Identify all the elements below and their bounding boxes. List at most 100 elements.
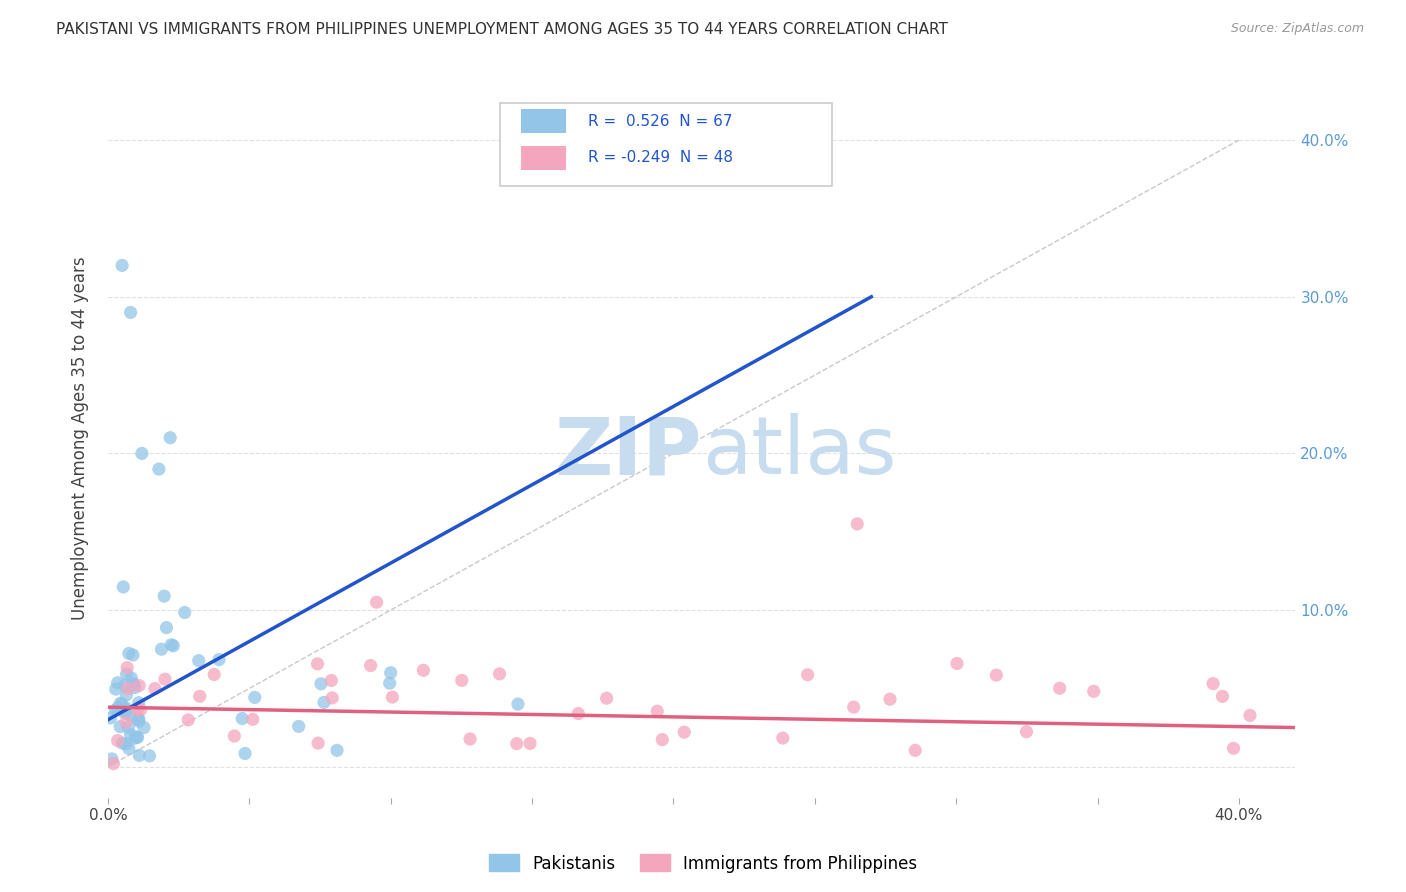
FancyBboxPatch shape	[522, 146, 567, 169]
Point	[107, 675, 129, 690]
Point	[138, 748, 160, 763]
Point	[567, 706, 589, 721]
Point	[100, 711, 122, 725]
Point	[107, 733, 129, 747]
Text: atlas: atlas	[702, 413, 896, 491]
Point	[108, 720, 131, 734]
Point	[107, 701, 129, 715]
Point	[128, 748, 150, 763]
Point	[118, 647, 141, 661]
Point	[115, 701, 138, 715]
Point	[111, 697, 134, 711]
Point	[326, 743, 349, 757]
Point	[118, 741, 141, 756]
Point	[115, 660, 138, 674]
Point	[143, 681, 166, 696]
Point	[114, 678, 136, 692]
Point	[188, 690, 211, 704]
Point	[112, 705, 135, 719]
Point	[122, 648, 145, 662]
Point	[307, 736, 329, 750]
Point	[772, 731, 794, 745]
Text: R =  0.526  N = 67: R = 0.526 N = 67	[588, 113, 733, 128]
Point	[115, 737, 138, 751]
Point	[150, 642, 173, 657]
Point	[366, 595, 388, 609]
Point	[101, 752, 124, 766]
Point	[519, 736, 541, 750]
Point	[287, 719, 309, 733]
Point	[202, 667, 225, 681]
Point	[125, 730, 148, 744]
Y-axis label: Unemployment Among Ages 35 to 44 years: Unemployment Among Ages 35 to 44 years	[72, 256, 89, 620]
Point	[506, 697, 529, 711]
Point	[380, 665, 402, 680]
Point	[1015, 724, 1038, 739]
Point	[224, 729, 246, 743]
Point	[148, 462, 170, 476]
Point	[796, 667, 818, 681]
Point	[122, 676, 145, 690]
Point	[458, 731, 481, 746]
Point	[122, 677, 145, 691]
Point	[173, 606, 195, 620]
Point	[412, 663, 434, 677]
Point	[1083, 684, 1105, 698]
FancyBboxPatch shape	[501, 103, 832, 186]
Point	[128, 696, 150, 710]
Point	[160, 638, 183, 652]
Point	[231, 711, 253, 725]
Point	[187, 654, 209, 668]
Point	[879, 692, 901, 706]
Point	[159, 431, 181, 445]
Text: ZIP: ZIP	[554, 413, 702, 491]
Point	[208, 653, 231, 667]
Point	[153, 589, 176, 603]
Point	[124, 681, 146, 695]
Point	[120, 708, 142, 723]
Point	[132, 721, 155, 735]
Point	[1239, 708, 1261, 723]
Point	[946, 657, 969, 671]
Point	[673, 725, 696, 739]
Point	[128, 679, 150, 693]
Point	[242, 712, 264, 726]
Point	[177, 713, 200, 727]
Point	[986, 668, 1008, 682]
Point	[128, 712, 150, 726]
Point	[595, 691, 617, 706]
Point	[128, 714, 150, 729]
Point	[321, 690, 343, 705]
Text: R = -0.249  N = 48: R = -0.249 N = 48	[588, 150, 733, 165]
Point	[381, 690, 404, 705]
Point	[846, 516, 869, 531]
Point	[104, 681, 127, 696]
Point	[1222, 741, 1244, 756]
Point	[114, 702, 136, 716]
Point	[120, 727, 142, 741]
Text: PAKISTANI VS IMMIGRANTS FROM PHILIPPINES UNEMPLOYMENT AMONG AGES 35 TO 44 YEARS : PAKISTANI VS IMMIGRANTS FROM PHILIPPINES…	[56, 22, 948, 37]
Point	[117, 681, 139, 696]
Point	[1211, 690, 1233, 704]
Point	[127, 731, 149, 745]
Point	[120, 671, 142, 685]
Point	[111, 259, 134, 273]
Point	[312, 695, 335, 709]
Point	[162, 639, 184, 653]
Point	[115, 706, 138, 720]
Point	[904, 743, 927, 757]
Point	[120, 305, 142, 319]
Point	[104, 703, 127, 717]
Point	[112, 580, 135, 594]
FancyBboxPatch shape	[522, 109, 567, 133]
Point	[645, 704, 668, 718]
Point	[115, 667, 138, 681]
Point	[378, 676, 401, 690]
Point	[129, 703, 152, 717]
Point	[842, 700, 865, 714]
Point	[115, 688, 138, 702]
Point	[360, 658, 382, 673]
Point	[309, 677, 332, 691]
Point	[307, 657, 329, 671]
Point	[131, 446, 153, 460]
